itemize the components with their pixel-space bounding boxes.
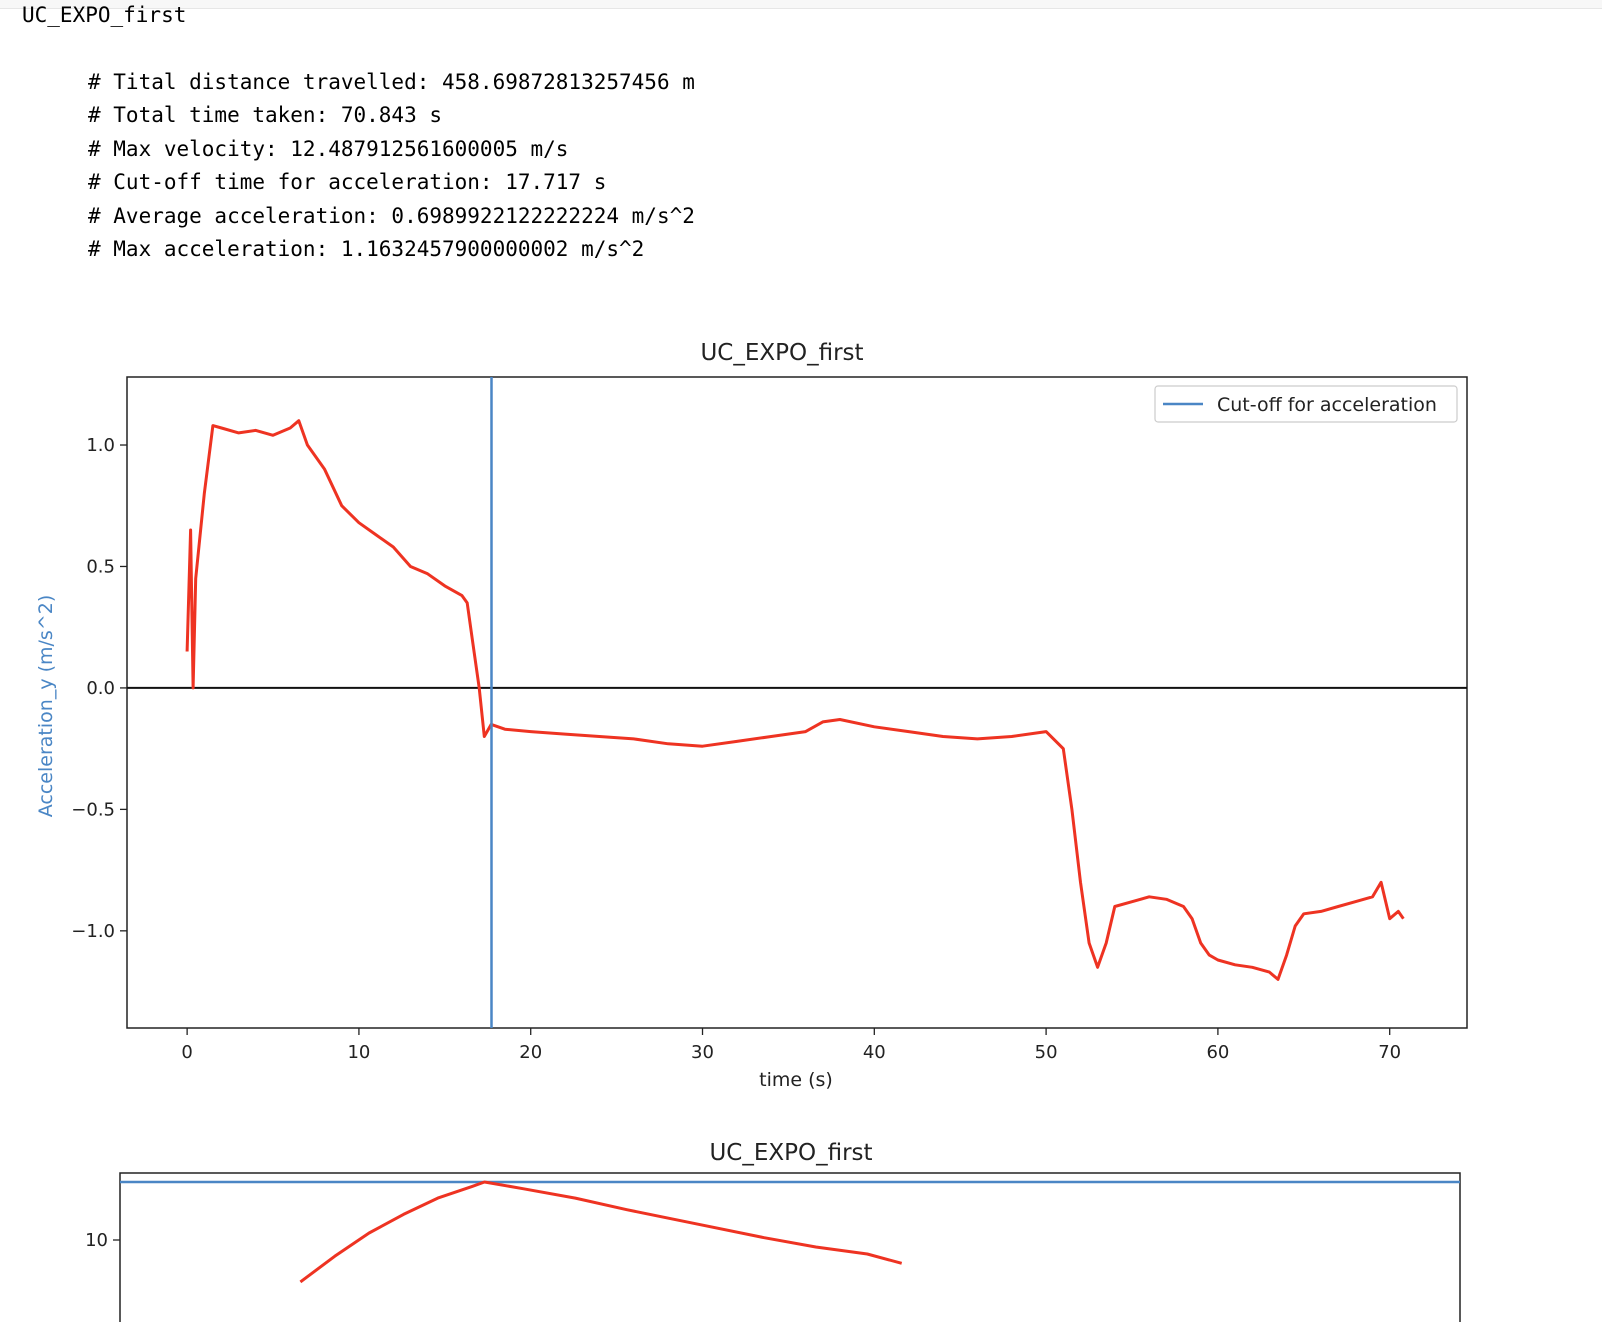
- stat-distance: # Tital distance travelled: 458.69872813…: [88, 70, 695, 94]
- chart1-y-label: Acceleration_y (m/s^2): [35, 595, 57, 818]
- chart1-x-tick-label: 0: [181, 1042, 192, 1063]
- stat-max-velocity: # Max velocity: 12.487912561600005 m/s: [88, 136, 569, 161]
- legend-box: [1154, 385, 1458, 423]
- chart2-title: UC_EXPO_first: [709, 1140, 872, 1166]
- chart1-y-tick-label: −1.0: [71, 921, 115, 942]
- chart1-title: UC_EXPO_first: [700, 340, 863, 366]
- chart1-x-tick-label: 30: [691, 1042, 714, 1063]
- chart1-x-tick-label: 70: [1378, 1042, 1401, 1063]
- chart1-x-label: time (s): [759, 1069, 833, 1091]
- chart1-x-tick-label: 60: [1206, 1042, 1229, 1063]
- cell-header: UC_EXPO_first: [22, 3, 187, 27]
- chart1-x-tick-label: 50: [1035, 1042, 1058, 1063]
- chart1-y-tick-label: −0.5: [71, 799, 115, 820]
- top-bar: [0, 0, 1602, 9]
- stat-cutoff-time: # Cut-off time for acceleration: 17.717 …: [88, 170, 607, 195]
- chart1-x-tick-label: 10: [347, 1042, 370, 1063]
- chart2-series-line: [299, 1180, 903, 1284]
- stats-output: # Tital distance travelled: 458.69872813…: [88, 66, 695, 266]
- chart1-y-tick-label: 1.0: [86, 435, 115, 456]
- chart2-plot-area: [119, 1172, 1461, 1322]
- chart1-legend: Cut-off for acceleration: [1154, 385, 1458, 423]
- chart1-series-line: [185, 419, 1405, 981]
- acceleration-chart: UC_EXPO_first 0 10 20 30 40 50 60 70 1.0 0.5 0.0 −0…: [35, 340, 1468, 1091]
- legend-label: Cut-off for acceleration: [1217, 394, 1437, 416]
- chart1-plot-area: [126, 376, 1468, 1029]
- chart1-y-tick-label: 0.5: [86, 556, 115, 577]
- chart1-y-tick-label: 0.0: [86, 678, 115, 699]
- stat-avg-acceleration: # Average acceleration: 0.69899221222222…: [88, 203, 695, 228]
- stat-max-acceleration: # Max acceleration: 1.1632457900000002 m…: [88, 236, 645, 261]
- chart1-x-tick-label: 20: [519, 1042, 542, 1063]
- stat-time: # Total time taken: 70.843 s: [88, 103, 443, 128]
- chart1-x-tick-label: 40: [863, 1042, 886, 1063]
- chart2-y-tick-label: 10: [85, 1230, 108, 1251]
